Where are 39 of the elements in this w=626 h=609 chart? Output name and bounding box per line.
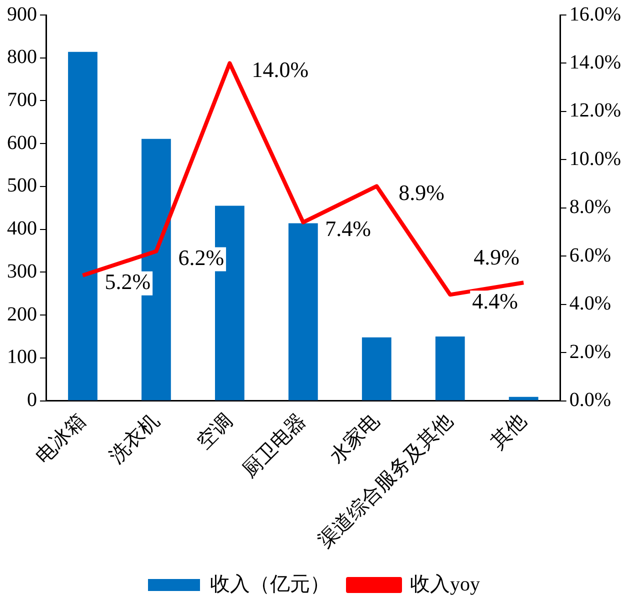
legend-label: 收入（亿元） — [210, 573, 330, 596]
data-label: 6.2% — [178, 245, 224, 270]
data-label: 14.0% — [252, 57, 309, 82]
y2-tick-label: 2.0% — [569, 340, 612, 363]
data-label: 5.2% — [104, 269, 151, 294]
y2-tick-label: 4.0% — [569, 292, 612, 315]
data-label: 4.4% — [472, 288, 518, 314]
bar — [68, 52, 98, 400]
y-tick-label: 100 — [7, 346, 37, 368]
bar — [435, 336, 465, 400]
x-tick-label: 厨卫电器 — [238, 410, 310, 482]
x-tick-label: 电冰箱 — [32, 410, 90, 468]
y2-tick-label: 8.0% — [569, 196, 612, 218]
y2-tick-label: 14.0% — [569, 51, 622, 74]
y-tick-label: 300 — [7, 260, 37, 282]
bar — [288, 223, 318, 400]
x-tick-label: 水家电 — [326, 410, 384, 468]
y-tick-label: 800 — [7, 46, 37, 68]
y-tick-label: 500 — [7, 174, 37, 197]
y-tick-label: 700 — [7, 88, 37, 111]
x-tick-label: 空调 — [193, 410, 237, 454]
legend-label: 收入yoy — [410, 573, 480, 596]
y-tick-label: 400 — [7, 218, 37, 240]
bar — [362, 337, 392, 400]
y2-tick-label: 10.0% — [569, 148, 622, 170]
data-label: 4.9% — [474, 244, 520, 270]
y-tick-label: 600 — [7, 132, 37, 154]
y2-tick-label: 0.0% — [569, 389, 612, 411]
y2-tick-label: 16.0% — [569, 3, 622, 26]
x-tick-label: 洗衣机 — [105, 410, 164, 468]
x-tick-label: 其他 — [487, 410, 531, 454]
y-tick-label: 200 — [7, 303, 37, 326]
y-tick-label: 900 — [7, 3, 37, 26]
data-label: 7.4% — [325, 216, 371, 242]
bar — [508, 396, 538, 400]
y2-tick-label: 12.0% — [569, 100, 622, 122]
data-label: 8.9% — [398, 180, 444, 205]
y2-tick-label: 6.0% — [569, 244, 612, 266]
y-tick-label: 0 — [27, 389, 37, 411]
